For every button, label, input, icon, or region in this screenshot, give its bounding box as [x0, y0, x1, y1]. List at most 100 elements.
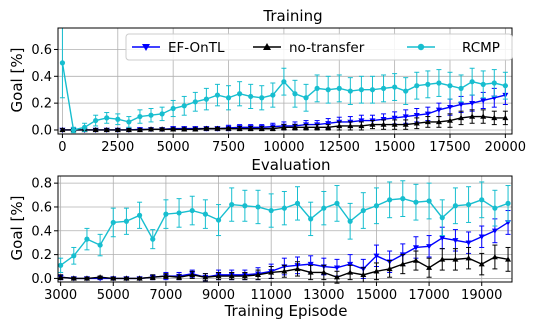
data-point [314, 85, 320, 91]
series-rcmp [58, 180, 511, 273]
y-tick-label: 0.0 [31, 272, 52, 287]
data-point [137, 113, 143, 120]
data-point [491, 228, 498, 234]
data-point [424, 118, 431, 125]
data-point [189, 207, 195, 214]
data-point [452, 256, 459, 262]
data-point [399, 261, 406, 267]
data-point [347, 218, 353, 224]
data-point [469, 79, 475, 85]
data-point [426, 244, 433, 250]
data-point [336, 122, 343, 129]
data-point [303, 95, 309, 101]
data-point [446, 104, 453, 111]
data-point [505, 256, 512, 262]
x-tick-label: 0 [58, 140, 66, 155]
data-point [439, 256, 446, 262]
data-point [402, 121, 409, 127]
data-point [480, 81, 486, 87]
data-point [97, 242, 103, 248]
data-point [215, 273, 222, 279]
data-point [336, 85, 342, 91]
data-point [159, 111, 165, 117]
training-chart-title: Training [262, 7, 322, 25]
evaluation-gridlines [54, 176, 512, 286]
data-point [308, 216, 314, 222]
data-point [110, 275, 117, 281]
data-point [478, 261, 485, 267]
x-tick-label: 5000 [157, 140, 190, 155]
data-point [347, 261, 354, 268]
data-point [202, 274, 209, 280]
data-point [492, 205, 498, 211]
y-tick-label: 0.6 [31, 43, 52, 58]
data-point [333, 274, 340, 280]
data-point [292, 91, 298, 97]
data-point [123, 275, 130, 281]
legend-entry-no-transfer: no-transfer [253, 40, 365, 56]
data-point [114, 126, 121, 133]
data-point [59, 60, 66, 66]
data-point [170, 126, 177, 132]
x-tick-label: 15000 [356, 288, 397, 303]
data-point [280, 124, 287, 130]
data-point [228, 273, 235, 279]
data-point [436, 80, 442, 86]
data-point [373, 268, 380, 274]
data-point [214, 125, 221, 131]
data-point [242, 203, 248, 209]
data-point [380, 121, 387, 127]
data-point [502, 83, 508, 89]
training-series [59, 27, 509, 134]
x-tick-label: 11000 [251, 288, 292, 303]
data-point [403, 88, 409, 94]
data-point [57, 274, 64, 280]
data-point [369, 121, 376, 127]
legend-label-ef-ontl: EF-OnTL [168, 40, 225, 56]
data-point [270, 92, 276, 98]
data-point [229, 201, 235, 208]
x-tick-label: 17000 [408, 288, 449, 303]
legend: EF-OnTL no-transfer RCMP [125, 33, 513, 61]
data-point [136, 275, 143, 281]
y-tick-label: 0.8 [31, 177, 52, 192]
data-point [237, 91, 243, 97]
evaluation-chart: Evaluation Goal [%] 3000 5000 7000 9000 1100… [8, 156, 513, 320]
data-point [84, 236, 90, 242]
data-point [162, 273, 169, 279]
x-tick-label: 17500 [429, 140, 470, 155]
data-point [123, 218, 130, 224]
data-point [259, 95, 265, 101]
data-point [255, 271, 262, 278]
data-point [391, 121, 398, 127]
legend-label-no-transfer: no-transfer [289, 40, 365, 56]
data-point [435, 107, 442, 113]
data-point [360, 207, 366, 214]
y-tick-label: 0.4 [31, 224, 52, 239]
data-point [71, 253, 77, 259]
data-point [439, 215, 445, 221]
data-point [334, 200, 340, 206]
data-point [281, 205, 287, 211]
data-point [480, 113, 487, 119]
data-point [176, 274, 183, 280]
data-point [307, 261, 314, 268]
data-point [214, 92, 221, 98]
series-rcmp [59, 27, 508, 134]
data-point [469, 100, 476, 107]
data-point [392, 84, 398, 90]
data-point [435, 118, 442, 125]
y-tick-label: 0.6 [31, 200, 52, 215]
legend-marker-no-transfer [263, 43, 271, 50]
x-tick-label: 9000 [202, 288, 235, 303]
data-point [347, 269, 354, 275]
data-point [491, 253, 498, 260]
data-point [502, 114, 509, 121]
x-tick-label: 10000 [263, 140, 304, 155]
data-point [391, 115, 398, 121]
x-tick-label: 12500 [319, 140, 360, 155]
evaluation-chart-title: Evaluation [251, 156, 330, 174]
x-tick-label: 19000 [461, 288, 502, 303]
data-point [447, 83, 453, 89]
